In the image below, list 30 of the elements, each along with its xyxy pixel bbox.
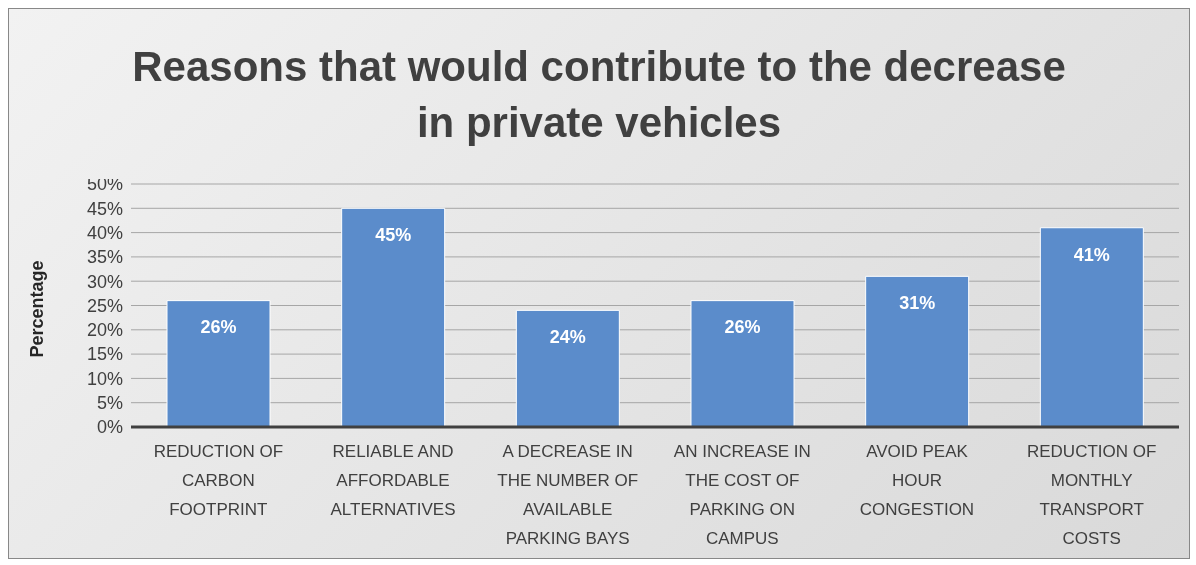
- y-tick-label: 0%: [96, 417, 123, 438]
- data-label: 45%: [375, 225, 412, 246]
- y-axis-title: Percentage: [26, 260, 48, 358]
- x-tick-label: RELIABLE AND AFFORDABLE ALTERNATIVES: [330, 442, 456, 519]
- x-tick-label: A DECREASE IN THE NUMBER OF AVAILABLE PARKING BAYS: [497, 442, 639, 548]
- chart-title: Reasons that would contribute to the decrease in private vehicles: [131, 42, 1067, 148]
- bar: [690, 300, 795, 427]
- y-tick-label: 40%: [86, 222, 123, 243]
- y-tick-label: 25%: [86, 295, 123, 316]
- data-label: 41%: [1073, 244, 1110, 265]
- x-tick-label: REDUCTION OF CARBON FOOTPRINT: [153, 442, 284, 519]
- y-tick-label: 35%: [86, 247, 123, 268]
- y-tick-label: 5%: [96, 393, 123, 414]
- data-label: 26%: [724, 317, 761, 338]
- bar: [341, 207, 446, 427]
- bar: [515, 309, 620, 427]
- x-tick-label: AN INCREASE IN THE COST OF PARKING ON CAMPUS: [673, 442, 811, 548]
- y-tick-label: 20%: [86, 320, 123, 341]
- data-label: 26%: [200, 317, 237, 338]
- data-label: 24%: [549, 327, 586, 348]
- y-tick-label: 15%: [86, 344, 123, 365]
- x-tick-label: AVOID PEAK HOUR CONGESTION: [859, 442, 975, 519]
- bar: [166, 300, 271, 427]
- bar: [1039, 227, 1144, 427]
- y-tick-label: 45%: [86, 198, 123, 219]
- data-label: 31%: [899, 293, 936, 314]
- x-tick-label: REDUCTION OF MONTHLY TRANSPORT COSTS: [1026, 442, 1157, 548]
- y-tick-label: 30%: [86, 271, 123, 292]
- bar: [865, 275, 970, 427]
- y-tick-label: 10%: [86, 368, 123, 389]
